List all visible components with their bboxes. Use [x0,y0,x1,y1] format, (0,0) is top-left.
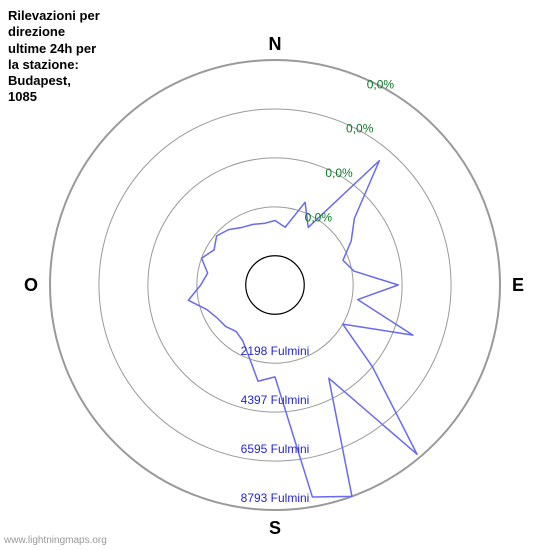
ring-label-lower: 2198 Fulmini [241,344,310,358]
compass-label: E [512,275,524,295]
ring-label-lower: 4397 Fulmini [241,393,310,407]
compass-label: S [269,518,281,538]
center-circle [246,256,305,315]
ring-label-upper: 0,0% [346,122,374,136]
ring-label-lower: 8793 Fulmini [241,491,310,505]
compass-label: O [24,275,38,295]
chart-title: Rilevazioni per direzione ultime 24h per… [8,8,100,106]
source-footer: www.lightningmaps.org [4,535,107,546]
ring-label-upper: 0,0% [305,210,333,224]
compass-label: N [269,34,282,54]
ring-label-upper: 0,0% [325,166,353,180]
ring-label-upper: 0,0% [367,77,395,91]
ring-label-lower: 6595 Fulmini [241,442,310,456]
